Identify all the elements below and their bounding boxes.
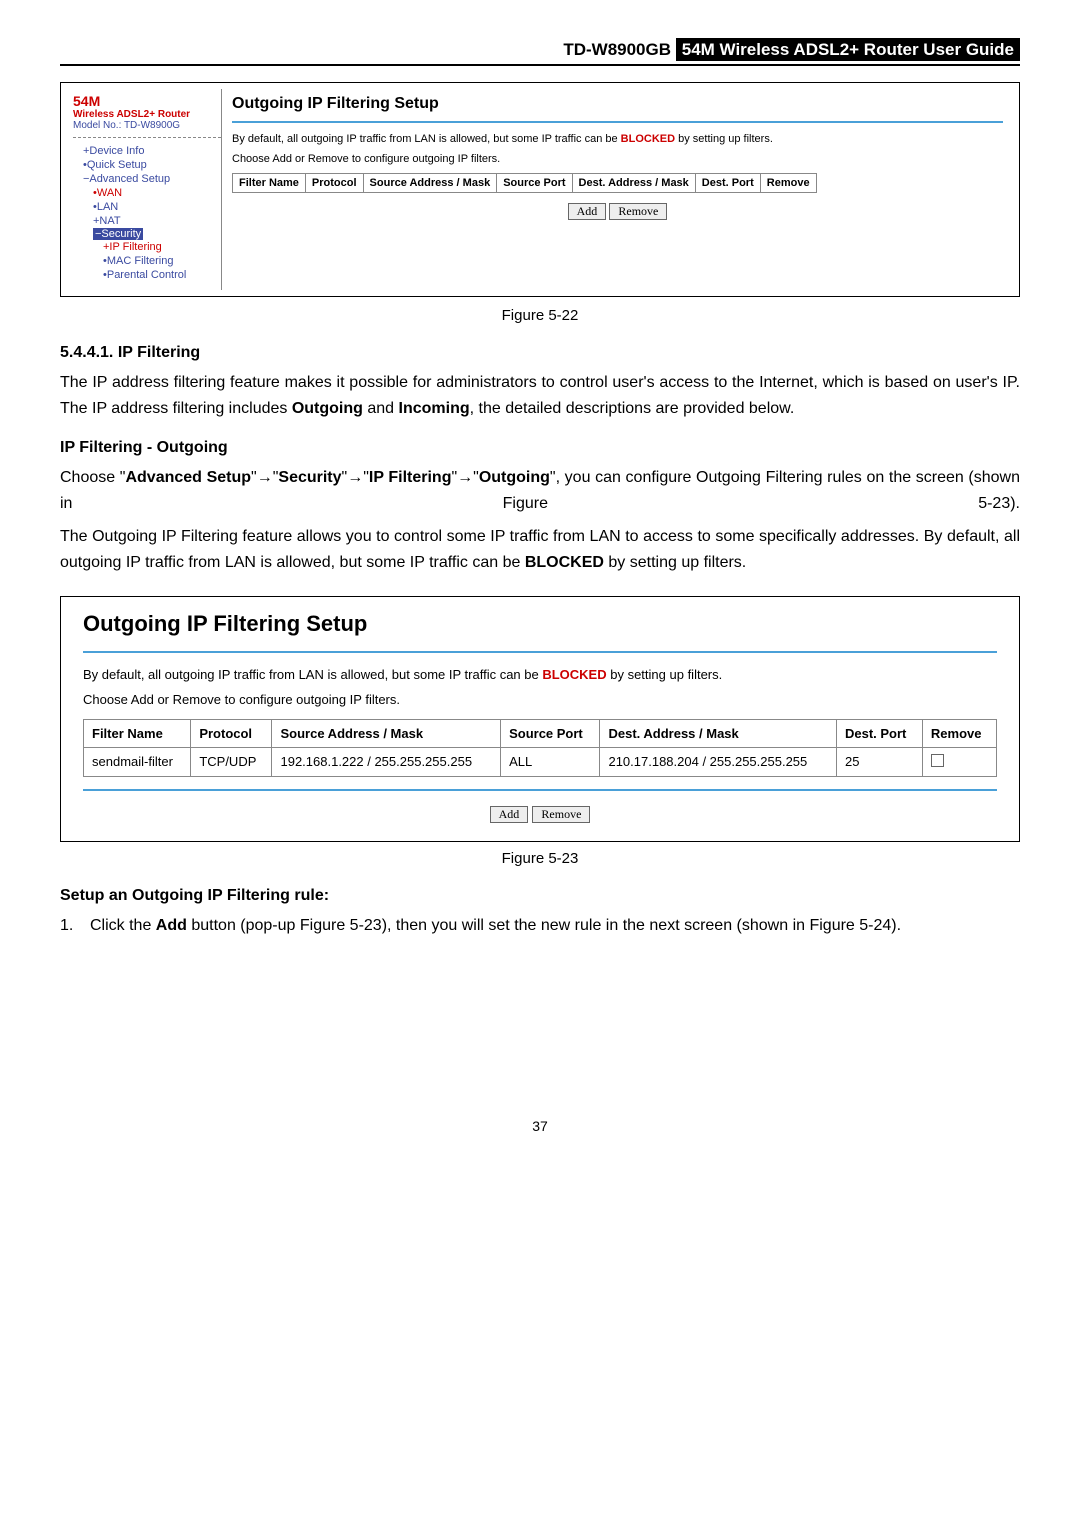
remove-checkbox[interactable]	[931, 754, 944, 767]
header-model: TD-W8900GB	[563, 40, 671, 59]
main-title: Outgoing IP Filtering Setup	[232, 95, 1003, 123]
th-src-addr: Source Address / Mask	[272, 719, 501, 747]
cell-filter-name: sendmail-filter	[84, 747, 191, 776]
table-header-row: Filter Name Protocol Source Address / Ma…	[233, 174, 817, 193]
arrow-icon: "→"	[251, 469, 278, 486]
brand-model: Model No.: TD-W8900G	[73, 120, 221, 138]
th-src-port: Source Port	[501, 719, 600, 747]
th-filter-name: Filter Name	[84, 719, 191, 747]
th-src-addr: Source Address / Mask	[363, 174, 497, 193]
th-dst-port: Dest. Port	[836, 719, 922, 747]
page-number: 37	[60, 1118, 1020, 1134]
filter-table-populated: Filter Name Protocol Source Address / Ma…	[83, 719, 997, 777]
th-dst-port: Dest. Port	[695, 174, 760, 193]
blocked-text: BLOCKED	[542, 667, 606, 682]
nav-lan[interactable]: •LAN	[93, 200, 221, 214]
cell-protocol: TCP/UDP	[191, 747, 272, 776]
cell-dst-addr: 210.17.188.204 / 255.255.255.255	[600, 747, 837, 776]
shot2-desc1: By default, all outgoing IP traffic from…	[83, 667, 997, 682]
step-1: 1. Click the Add button (pop-up Figure 5…	[60, 913, 1020, 939]
figure-caption-1: Figure 5-22	[60, 307, 1020, 324]
add-button[interactable]: Add	[568, 203, 607, 220]
th-src-port: Source Port	[497, 174, 572, 193]
nav-quick-setup[interactable]: •Quick Setup	[83, 158, 221, 172]
cell-remove	[922, 747, 996, 776]
arrow-icon: "→"	[451, 469, 478, 486]
page-header: TD-W8900GB 54M Wireless ADSL2+ Router Us…	[60, 40, 1020, 66]
th-dst-addr: Dest. Address / Mask	[600, 719, 837, 747]
divider	[83, 789, 997, 791]
figure-caption-2: Figure 5-23	[60, 850, 1020, 867]
screenshot-figure-5-22: 54M Wireless ADSL2+ Router Model No.: TD…	[60, 82, 1020, 297]
th-remove: Remove	[922, 719, 996, 747]
th-remove: Remove	[760, 174, 816, 193]
step-text: Click the Add button (pop-up Figure 5-23…	[90, 913, 901, 939]
header-title: 54M Wireless ADSL2+ Router User Guide	[676, 38, 1020, 61]
table-row: sendmail-filter TCP/UDP 192.168.1.222 / …	[84, 747, 997, 776]
nav-nat[interactable]: +NAT	[93, 214, 221, 228]
cell-dst-port: 25	[836, 747, 922, 776]
router-main-area: Outgoing IP Filtering Setup By default, …	[222, 89, 1013, 290]
para-1: The IP address filtering feature makes i…	[60, 370, 1020, 421]
shot2-desc2: Choose Add or Remove to configure outgoi…	[83, 692, 997, 707]
cell-src-port: ALL	[501, 747, 600, 776]
table-header-row: Filter Name Protocol Source Address / Ma…	[84, 719, 997, 747]
screenshot-figure-5-23: Outgoing IP Filtering Setup By default, …	[60, 596, 1020, 842]
th-filter-name: Filter Name	[233, 174, 306, 193]
nav-ip-filtering[interactable]: +IP Filtering	[103, 240, 221, 254]
step-number: 1.	[60, 913, 90, 939]
setup-heading: Setup an Outgoing IP Filtering rule:	[60, 887, 1020, 905]
nav-device-info[interactable]: +Device Info	[83, 144, 221, 158]
heading-ip-filtering-outgoing: IP Filtering - Outgoing	[60, 439, 1020, 457]
nav-parental-control[interactable]: •Parental Control	[103, 268, 221, 282]
shot2-title: Outgoing IP Filtering Setup	[83, 611, 997, 637]
remove-button[interactable]: Remove	[609, 203, 667, 220]
para-2: Choose "Advanced Setup"→"Security"→"IP F…	[60, 465, 1020, 516]
desc-line-2: Choose Add or Remove to configure outgoi…	[232, 153, 1003, 165]
section-heading-5441: 5.4.4.1. IP Filtering	[60, 344, 1020, 362]
th-protocol: Protocol	[191, 719, 272, 747]
cell-src-addr: 192.168.1.222 / 255.255.255.255	[272, 747, 501, 776]
desc-line-1: By default, all outgoing IP traffic from…	[232, 133, 1003, 145]
brand-subtitle: Wireless ADSL2+ Router	[73, 109, 221, 120]
arrow-icon: "→"	[342, 469, 369, 486]
remove-button[interactable]: Remove	[532, 806, 590, 823]
filter-table-empty: Filter Name Protocol Source Address / Ma…	[232, 173, 817, 193]
nav-mac-filtering[interactable]: •MAC Filtering	[103, 254, 221, 268]
button-row: Add Remove	[83, 805, 997, 823]
blocked-text: BLOCKED	[621, 133, 675, 145]
add-button[interactable]: Add	[490, 806, 529, 823]
button-row: Add Remove	[232, 203, 1003, 220]
nav-wan[interactable]: •WAN	[93, 186, 221, 200]
nav-security[interactable]: −Security	[93, 228, 143, 240]
th-protocol: Protocol	[305, 174, 363, 193]
para-3: The Outgoing IP Filtering feature allows…	[60, 524, 1020, 575]
brand-title: 54M	[73, 93, 221, 109]
router-sidebar: 54M Wireless ADSL2+ Router Model No.: TD…	[67, 89, 222, 290]
divider	[83, 651, 997, 653]
th-dst-addr: Dest. Address / Mask	[572, 174, 695, 193]
nav-advanced-setup[interactable]: −Advanced Setup	[83, 172, 221, 186]
